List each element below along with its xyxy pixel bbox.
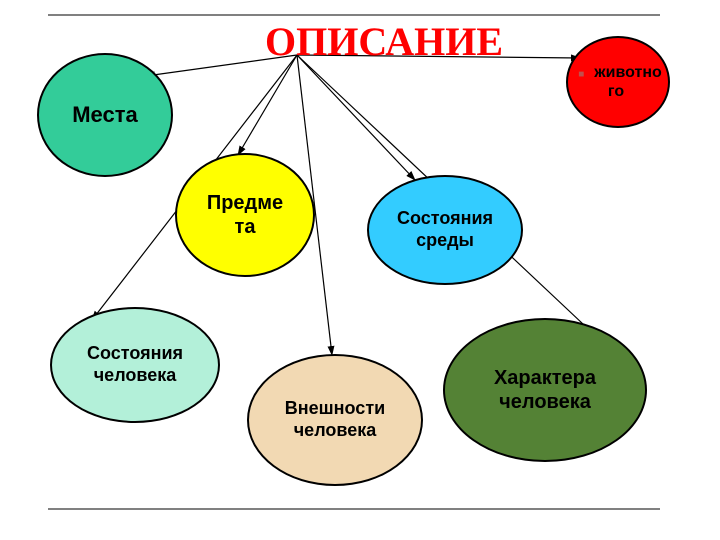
node-label: Внешностичеловека [281, 394, 389, 445]
node-kharaktera-cheloveka: Характерачеловека [443, 318, 647, 462]
node-sostoyaniya-cheloveka: Состояниячеловека [50, 307, 220, 423]
title-text: ОПИСАНИЕ [265, 19, 503, 64]
node-label: Состояниясреды [393, 204, 497, 255]
bullet-icon: ■ [574, 65, 588, 84]
node-vneshnosti-cheloveka: Внешностичеловека [247, 354, 423, 486]
node-mesta: Места [37, 53, 173, 177]
node-zhivotnogo: ■животного [566, 36, 670, 128]
node-predmeta: Предмета [175, 153, 315, 277]
node-label: Места [68, 98, 142, 132]
edge-to-sostoyaniya-sredy [297, 55, 415, 180]
diagram-title: ОПИСАНИЕ [265, 18, 503, 65]
node-label: животного [590, 60, 661, 104]
node-label: Характерачеловека [490, 362, 600, 418]
node-sostoyaniya-sredy: Состояниясреды [367, 175, 523, 285]
top-rule [48, 14, 660, 16]
node-label: Предмета [203, 187, 287, 243]
diagram-canvas: { "background_color": "#ffffff", "title"… [0, 0, 720, 540]
edge-to-predmeta [238, 55, 297, 155]
bottom-rule [48, 508, 660, 510]
node-label: Состояниячеловека [83, 339, 187, 390]
